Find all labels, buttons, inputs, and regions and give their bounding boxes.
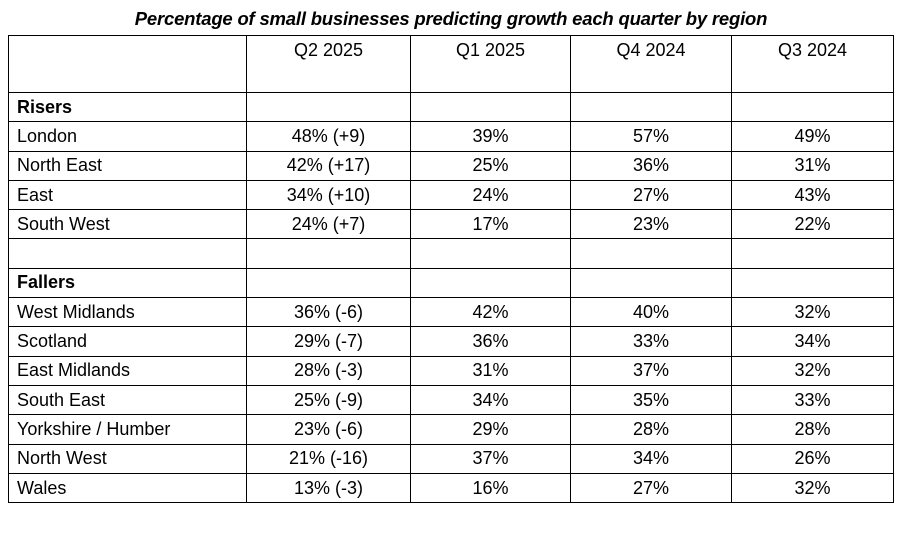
quarter-value: 28% (-3)	[246, 355, 411, 386]
empty-cell	[410, 91, 571, 123]
quarter-value: 36%	[410, 326, 571, 357]
quarter-value: 34%	[570, 443, 732, 474]
table-row: London 48% (+9) 39% 57% 49%	[8, 121, 894, 152]
header-row: Q2 2025 Q1 2025 Q4 2024 Q3 2024	[8, 35, 894, 93]
table-body: Risers London 48% (+9) 39% 57% 49% North East 4…	[8, 91, 894, 504]
quarter-value: 32%	[731, 355, 894, 386]
quarter-value: 29% (-7)	[246, 326, 411, 357]
quarter-value: 37%	[570, 355, 732, 386]
table-row: North East 42% (+17) 25% 36% 31%	[8, 150, 894, 181]
growth-table: Q2 2025 Q1 2025 Q4 2024 Q3 2024 Risers Lo…	[8, 35, 894, 504]
table-row: East 34% (+10) 24% 27% 43%	[8, 179, 894, 211]
table-row: Yorkshire / Humber 23% (-6) 29% 28% 28%	[8, 414, 894, 445]
quarter-value: 25% (-9)	[246, 384, 411, 416]
quarter-value: 42% (+17)	[246, 150, 411, 181]
quarter-value: 48% (+9)	[246, 121, 411, 152]
quarter-value: 37%	[410, 443, 571, 474]
section-label: Fallers	[8, 267, 247, 299]
empty-cell	[246, 267, 411, 299]
quarter-value: 35%	[570, 384, 732, 416]
quarter-value: 13% (-3)	[246, 472, 411, 504]
table-title: Percentage of small businesses predictin…	[134, 8, 768, 29]
header-cell-q3-2024: Q3 2024	[731, 35, 894, 93]
quarter-value: 32%	[731, 297, 894, 328]
quarter-value: 27%	[570, 179, 732, 211]
section-row: Risers	[8, 91, 894, 123]
empty-cell	[246, 91, 411, 123]
table-row: East Midlands 28% (-3) 31% 37% 32%	[8, 355, 894, 386]
region-name: West Midlands	[8, 297, 247, 328]
empty-cell	[731, 91, 894, 123]
empty-cell	[731, 267, 894, 299]
quarter-value: 23%	[570, 209, 732, 240]
empty-cell	[410, 267, 571, 299]
region-name: Scotland	[8, 326, 247, 357]
quarter-value: 57%	[570, 121, 732, 152]
table-row: South East 25% (-9) 34% 35% 33%	[8, 384, 894, 416]
region-name: East	[8, 179, 247, 211]
quarter-value: 39%	[410, 121, 571, 152]
quarter-value: 23% (-6)	[246, 414, 411, 445]
quarter-value: 29%	[410, 414, 571, 445]
region-name: North East	[8, 150, 247, 181]
quarter-value: 24%	[410, 179, 571, 211]
quarter-value: 24% (+7)	[246, 209, 411, 240]
header-cell-q2-2025: Q2 2025	[246, 35, 411, 93]
quarter-value: 36%	[570, 150, 732, 181]
header-cell-q1-2025: Q1 2025	[410, 35, 571, 93]
quarter-value: 22%	[731, 209, 894, 240]
region-name: North West	[8, 443, 247, 474]
spacer-row	[8, 238, 894, 269]
table-row: South West 24% (+7) 17% 23% 22%	[8, 209, 894, 240]
quarter-value: 36% (-6)	[246, 297, 411, 328]
table-row: Scotland 29% (-7) 36% 33% 34%	[8, 326, 894, 357]
region-name: London	[8, 121, 247, 152]
section-label: Risers	[8, 91, 247, 123]
quarter-value: 26%	[731, 443, 894, 474]
quarter-value: 34%	[410, 384, 571, 416]
region-name: Yorkshire / Humber	[8, 414, 247, 445]
quarter-value: 34% (+10)	[246, 179, 411, 211]
table-row: West Midlands 36% (-6) 42% 40% 32%	[8, 297, 894, 328]
quarter-value: 28%	[731, 414, 894, 445]
quarter-value: 42%	[410, 297, 571, 328]
header-cell-q4-2024: Q4 2024	[570, 35, 732, 93]
quarter-value: 40%	[570, 297, 732, 328]
quarter-value: 33%	[731, 384, 894, 416]
region-name: South East	[8, 384, 247, 416]
empty-cell	[410, 238, 571, 269]
quarter-value: 27%	[570, 472, 732, 504]
quarter-value: 49%	[731, 121, 894, 152]
empty-cell	[731, 238, 894, 269]
quarter-value: 28%	[570, 414, 732, 445]
quarter-value: 43%	[731, 179, 894, 211]
empty-cell	[8, 238, 247, 269]
quarter-value: 31%	[410, 355, 571, 386]
quarter-value: 34%	[731, 326, 894, 357]
quarter-value: 21% (-16)	[246, 443, 411, 474]
header-cell-region	[8, 35, 247, 93]
section-row: Fallers	[8, 267, 894, 299]
region-name: Wales	[8, 472, 247, 504]
quarter-value: 33%	[570, 326, 732, 357]
quarter-value: 32%	[731, 472, 894, 504]
empty-cell	[246, 238, 411, 269]
region-name: South West	[8, 209, 247, 240]
table-header: Q2 2025 Q1 2025 Q4 2024 Q3 2024	[8, 35, 894, 93]
empty-cell	[570, 91, 732, 123]
table-row: Wales 13% (-3) 16% 27% 32%	[8, 472, 894, 504]
quarter-value: 31%	[731, 150, 894, 181]
table-row: North West 21% (-16) 37% 34% 26%	[8, 443, 894, 474]
quarter-value: 17%	[410, 209, 571, 240]
empty-cell	[570, 267, 732, 299]
region-name: East Midlands	[8, 355, 247, 386]
quarter-value: 16%	[410, 472, 571, 504]
empty-cell	[570, 238, 732, 269]
quarter-value: 25%	[410, 150, 571, 181]
